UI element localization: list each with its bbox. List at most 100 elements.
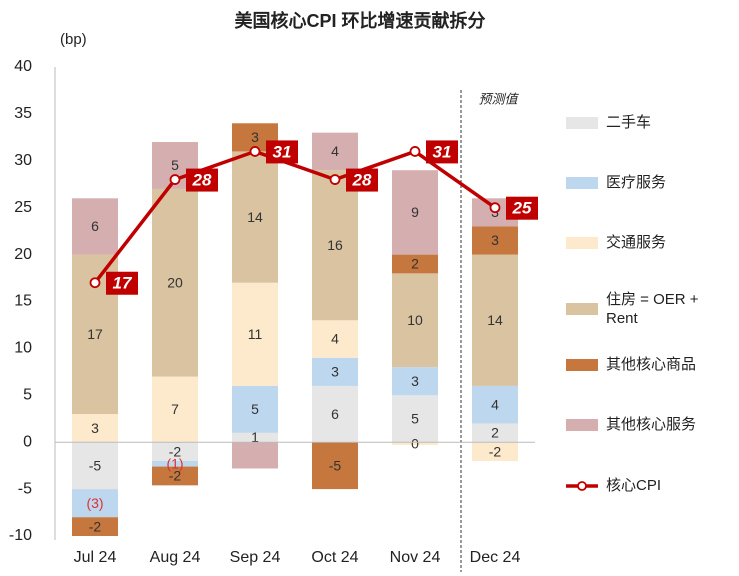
legend-swatch: [566, 116, 598, 129]
y-axis-label: (bp): [60, 31, 87, 48]
bar-segment: [232, 385, 278, 433]
data-label: 0: [411, 435, 419, 451]
cpi-label: 28: [352, 171, 372, 190]
y-tick-label: 10: [14, 340, 32, 357]
legend-item: 二手车: [566, 113, 724, 132]
bar-segment: [232, 442, 278, 469]
y-tick-label: 35: [14, 105, 32, 122]
cpi-label-box: [266, 140, 298, 164]
bar-segment: [72, 442, 118, 490]
bar-segment: [312, 385, 358, 443]
y-tick-label: 5: [23, 387, 32, 404]
legend-item: 医疗服务: [566, 173, 724, 192]
data-label: (3): [86, 495, 103, 511]
legend-label: 住房 = OER + Rent: [606, 291, 699, 327]
legend-swatch: [566, 480, 598, 491]
bar-segment: [472, 442, 518, 461]
cpi-label: 28: [192, 171, 212, 190]
cpi-point: [489, 202, 501, 214]
data-label: 3: [331, 364, 339, 380]
legend-item: 其他核心商品: [566, 355, 724, 374]
chart-title: 美国核心CPI 环比增速贡献拆分: [234, 10, 485, 31]
data-label: 5: [411, 410, 419, 426]
bar-segment: [472, 226, 518, 255]
data-label: 17: [87, 326, 103, 342]
cpi-label: 31: [273, 142, 292, 161]
data-label: 14: [487, 312, 503, 328]
x-tick-label: Oct 24: [311, 549, 358, 566]
data-label: 4: [331, 143, 339, 159]
y-tick-label: 20: [14, 246, 32, 263]
bar-segment: [72, 517, 118, 536]
data-label: 7: [171, 401, 179, 417]
legend-swatch: [566, 418, 598, 431]
bar-segment: [312, 320, 358, 358]
data-label: (1): [166, 455, 183, 471]
cpi-label: 25: [512, 199, 532, 218]
bar-segment: [312, 357, 358, 386]
bar-segment: [152, 188, 198, 377]
data-label: 9: [411, 204, 419, 220]
x-tick-label: Sep 24: [230, 549, 281, 566]
data-label: 2: [411, 256, 419, 272]
data-label: 6: [91, 218, 99, 234]
data-label: 11: [248, 326, 263, 342]
cpi-point: [169, 174, 181, 185]
y-tick-label: 25: [14, 199, 32, 216]
bar-segment: [312, 170, 358, 321]
bar-segment: [232, 151, 278, 283]
bar-segment: [232, 432, 278, 443]
data-label: 16: [327, 237, 343, 253]
legend-label: 交通服务: [606, 234, 667, 251]
legend-item: 住房 = OER + Rent: [566, 290, 724, 328]
legend-label: 其他核心服务: [606, 416, 697, 433]
data-label: 14: [247, 209, 263, 225]
cpi-label-box: [426, 140, 458, 164]
bars: [72, 123, 518, 536]
bar-segment: [232, 282, 278, 386]
cpi-label-box: [186, 168, 218, 192]
legend-item: 核心CPI: [566, 476, 724, 495]
data-label: -5: [329, 457, 342, 473]
bar-segment: [392, 254, 438, 274]
data-label: -2: [169, 443, 182, 459]
legend-label: 核心CPI: [606, 477, 662, 494]
cpi-label-box: [506, 196, 538, 220]
legend-item: 交通服务: [566, 233, 724, 252]
cpi-label-box: [106, 271, 138, 295]
data-label: 10: [407, 312, 423, 328]
cpi-label: 31: [433, 142, 452, 161]
bar-segment: [312, 132, 358, 171]
bar-segment: [472, 385, 518, 424]
y-tick-label: -5: [18, 480, 32, 497]
legend-swatch: [566, 176, 598, 189]
data-label: 3: [491, 232, 499, 248]
data-label: 2: [491, 425, 499, 441]
data-label: 4: [331, 331, 339, 347]
x-tick-label: Jul 24: [74, 549, 117, 566]
bar-segment: [392, 273, 438, 368]
bar-segment: [392, 395, 438, 443]
y-tick-label: 40: [14, 58, 32, 75]
bar-segment: [72, 198, 118, 255]
data-label: -5: [89, 457, 102, 473]
cpi-point: [249, 146, 261, 157]
bar-segment: [392, 442, 438, 446]
bar-segment: [472, 423, 518, 443]
bar-segment: [152, 460, 198, 467]
legend-item: 其他核心服务: [566, 415, 724, 434]
y-tick-label: 15: [14, 293, 32, 310]
y-tick-label: -10: [9, 527, 32, 544]
forecast-annotation: 预测值: [478, 91, 519, 106]
cpi-label-box: [346, 168, 378, 192]
x-tick-label: Dec 24: [470, 549, 521, 566]
cpi-label: 17: [113, 274, 133, 293]
data-label: 5: [171, 157, 179, 173]
bar-segment: [72, 414, 118, 443]
bar-segment: [152, 442, 198, 461]
data-label: 4: [491, 396, 499, 412]
y-tick-label: 30: [14, 152, 32, 169]
data-label: 3: [91, 420, 99, 436]
bar-segment: [152, 376, 198, 443]
y-tick-label: 0: [23, 433, 32, 450]
